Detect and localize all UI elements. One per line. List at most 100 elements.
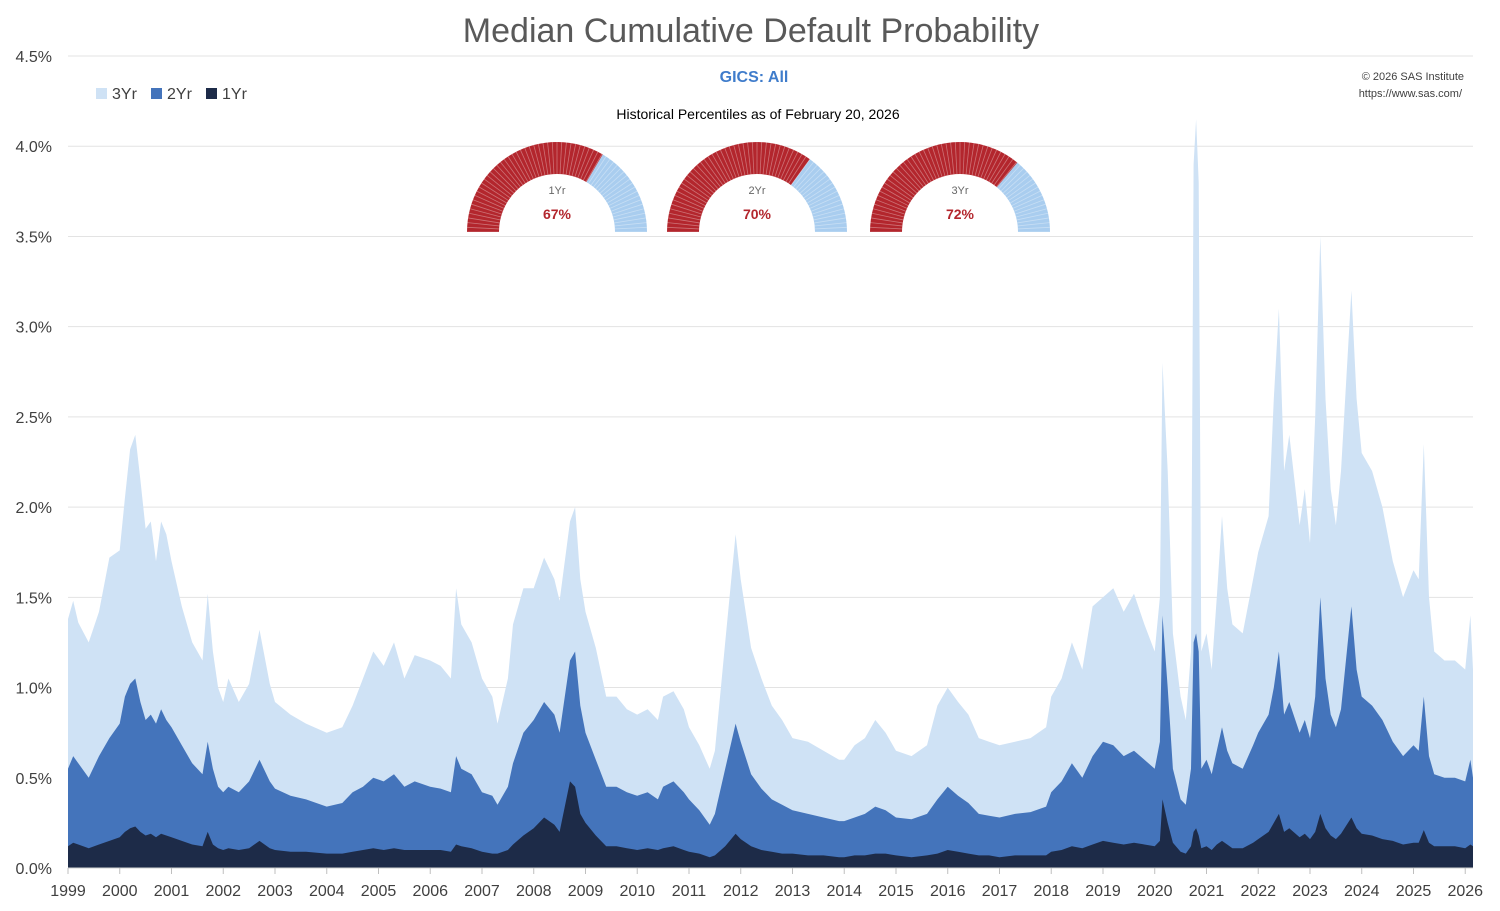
y-tick-label: 0.0% [16, 861, 52, 878]
gauge-hatch [751, 142, 755, 175]
gauge-value: 67% [543, 206, 572, 222]
gauge-hatch [542, 143, 549, 175]
gauge-hatch [474, 195, 505, 209]
axes: 0.0% 0.5% 1.0% 1.5% 2.0% 2.5% 3.0% 3.5% 4.0% 4.5%… [16, 49, 1484, 900]
gauge-hatch [559, 142, 563, 175]
gauge-hatch [903, 161, 924, 188]
gauge-value: 70% [743, 206, 772, 222]
gauge-hatch [585, 153, 603, 182]
gauge-hatch [678, 186, 707, 204]
gauge-hatch [931, 146, 943, 177]
gauge-hatch [568, 143, 577, 176]
gauge-hatch [923, 149, 937, 180]
gauge-hatch [782, 151, 799, 181]
gauge-hatch [871, 212, 904, 221]
gauge-hatch [747, 142, 752, 175]
gauge-hatch [590, 158, 611, 186]
x-tick-label: 2013 [775, 883, 811, 900]
x-tick-label: 2015 [878, 883, 914, 900]
gauge-hatch [1010, 186, 1039, 204]
gauge-hatch [603, 178, 631, 199]
gauge-hatch [472, 199, 503, 212]
gauge-fill [870, 141, 1018, 232]
chart-title: Median Cumulative Default Probability [463, 12, 1039, 50]
gauge-hatch [1014, 199, 1045, 212]
gauge-hatch [467, 226, 500, 230]
gauge-hatch [1017, 217, 1049, 224]
gauge-hatch [1012, 195, 1043, 209]
gauge-hatch [780, 149, 794, 180]
x-tick-label: 2009 [568, 883, 604, 900]
gauge-hatch [609, 195, 640, 209]
gauge-hatch [962, 142, 966, 175]
gauge-hatch [892, 171, 918, 194]
legend-swatch-1yr [206, 88, 217, 99]
gauge-hatch [520, 149, 534, 180]
y-tick-label: 1.5% [16, 590, 52, 607]
gauge-hatch [971, 143, 980, 176]
gauge-hatch [968, 143, 975, 175]
gauge-hatch [614, 222, 647, 227]
gauge-hatch [503, 158, 524, 186]
gauge-hatch [693, 168, 717, 192]
x-tick-label: 2026 [1447, 883, 1483, 900]
gauge-hatch [896, 168, 920, 192]
gauge-hatch [580, 149, 594, 180]
gauge-hatch [577, 147, 590, 178]
chart-subtitle: GICS: All [720, 69, 789, 86]
gauge-hatch [614, 217, 646, 224]
x-tick-label: 2020 [1137, 883, 1173, 900]
gauge-hatch [1000, 168, 1024, 192]
gauge-hatch [899, 164, 922, 190]
gauge-fill [467, 141, 603, 232]
gauge-label: 1Yr [548, 185, 565, 197]
gauge-hatch [814, 217, 846, 224]
gauge-hatch [483, 178, 511, 199]
gauge-hatch [765, 143, 772, 175]
gauge-hatch [481, 182, 509, 201]
gauge-hatch [805, 182, 833, 201]
x-tick-label: 2008 [516, 883, 552, 900]
gauge-hatch [886, 178, 914, 199]
gauge-hatch [496, 164, 519, 190]
gauge-hatch [612, 203, 643, 215]
gauge-hatch [547, 142, 552, 175]
gauge-hatch [954, 142, 958, 175]
gauge-hatch [667, 222, 700, 227]
gauge-hatch [607, 186, 636, 204]
gauge-hatch [611, 199, 642, 212]
gauge-hatch [608, 190, 638, 207]
legend: 3Yr 2Yr 1Yr [96, 86, 248, 103]
gauge-hatch [669, 208, 702, 218]
legend-label-2yr: 2Yr [167, 86, 193, 103]
gauge-hatch [809, 195, 840, 209]
gauge-hatch [811, 199, 842, 212]
gauge-fill [667, 142, 810, 232]
x-tick-label: 2006 [412, 883, 448, 900]
area-3yr [68, 119, 1473, 868]
x-tick-label: 2016 [930, 883, 966, 900]
source-url: https://www.sas.com/ [1359, 88, 1463, 100]
gauge-hatch [707, 156, 726, 184]
gauge-hatch [711, 153, 729, 182]
gauge-hatch [468, 212, 501, 221]
gauge-hatch [471, 203, 502, 215]
gauge-hatch [588, 156, 607, 184]
gauge-hatch [667, 226, 700, 230]
gauge-hatch [762, 142, 767, 175]
y-tick-label: 4.0% [16, 139, 52, 156]
gauge-hatch [674, 195, 705, 209]
gauge-hatch [700, 161, 721, 188]
gauge-hatch [914, 153, 932, 182]
gauge-hatch [614, 226, 647, 230]
gauge-hatch [696, 164, 719, 190]
gauge-hatch [486, 175, 513, 196]
x-tick-label: 2021 [1189, 883, 1225, 900]
x-tick-label: 2018 [1033, 883, 1069, 900]
gauge-hatch [874, 203, 905, 215]
gauge-hatch [737, 143, 746, 176]
gauge-hatch [478, 186, 507, 204]
y-tick-label: 4.5% [16, 49, 52, 66]
gauge-hatch [777, 147, 790, 178]
